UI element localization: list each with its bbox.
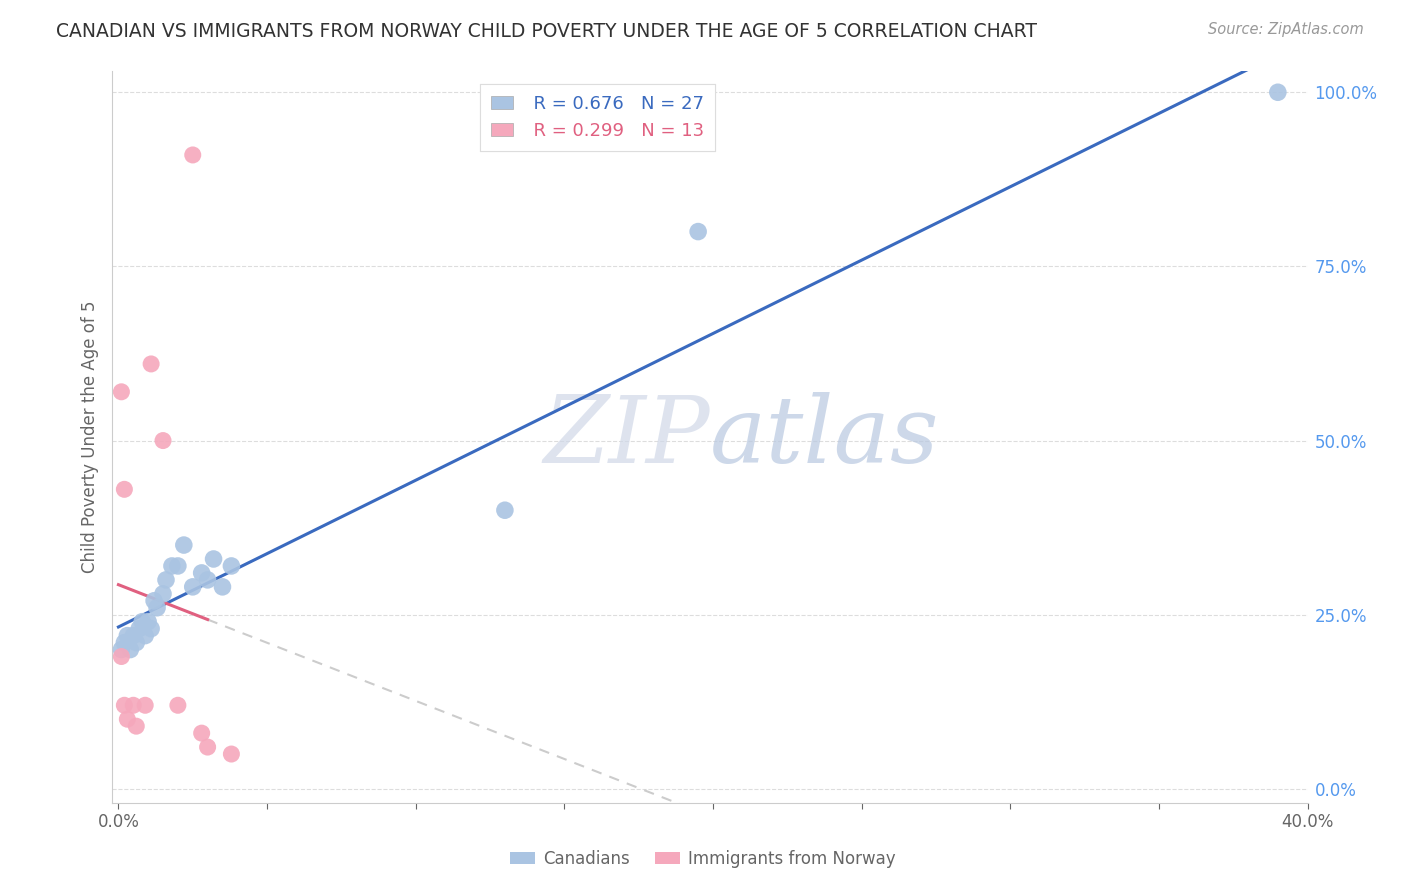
Point (155, 573, 177, 587)
Point (120, 642, 142, 657)
Point (110, 384, 132, 399)
Point (131, 615, 153, 629)
Point (134, 698, 156, 713)
Y-axis label: Child Poverty Under the Age of 5: Child Poverty Under the Age of 5 (80, 301, 98, 574)
Point (112, 635, 135, 649)
Point (110, 649, 132, 664)
Point (122, 698, 145, 713)
Point (688, 225, 710, 239)
Point (117, 629, 139, 643)
Point (221, 558, 243, 573)
Point (117, 712, 139, 726)
Point (1267, 85, 1289, 99)
Point (139, 357, 162, 371)
Point (112, 698, 135, 713)
Point (125, 719, 148, 733)
Point (181, 148, 204, 162)
Point (122, 629, 145, 643)
Point (173, 538, 195, 552)
Text: atlas: atlas (710, 392, 939, 482)
Point (190, 726, 212, 740)
Point (125, 635, 148, 649)
Legend:   R = 0.676   N = 27,   R = 0.299   N = 13: R = 0.676 N = 27, R = 0.299 N = 13 (479, 84, 714, 151)
Point (197, 740, 219, 755)
Point (110, 642, 132, 657)
Point (211, 580, 233, 594)
Point (134, 629, 156, 643)
Point (167, 698, 190, 713)
Legend: Canadians, Immigrants from Norway: Canadians, Immigrants from Norway (503, 844, 903, 875)
Text: Source: ZipAtlas.com: Source: ZipAtlas.com (1208, 22, 1364, 37)
Point (202, 552, 225, 566)
Point (181, 580, 204, 594)
Point (152, 587, 174, 601)
Point (167, 558, 190, 573)
Point (112, 483, 135, 497)
Point (197, 573, 219, 587)
Point (139, 622, 162, 636)
Point (494, 503, 516, 517)
Text: ZIP: ZIP (543, 392, 710, 482)
Text: CANADIAN VS IMMIGRANTS FROM NORWAY CHILD POVERTY UNDER THE AGE OF 5 CORRELATION : CANADIAN VS IMMIGRANTS FROM NORWAY CHILD… (56, 22, 1038, 41)
Point (136, 615, 159, 629)
Point (160, 558, 183, 573)
Point (146, 600, 169, 615)
Point (190, 566, 212, 580)
Point (152, 434, 174, 448)
Point (128, 622, 150, 636)
Point (143, 594, 166, 608)
Point (221, 747, 243, 761)
